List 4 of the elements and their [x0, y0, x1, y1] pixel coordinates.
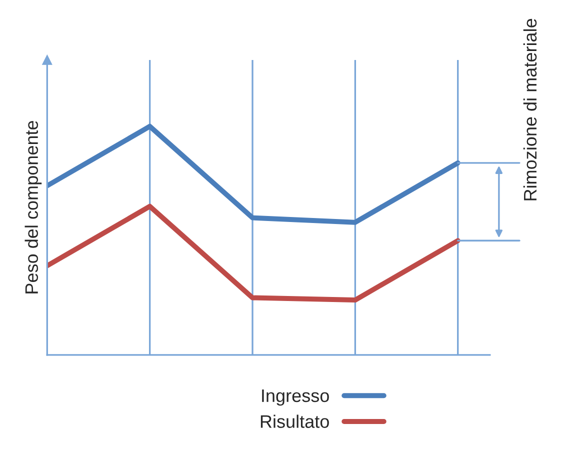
y-axis-title: Peso del componente [24, 120, 42, 294]
text: Rimozione di materiale [523, 18, 537, 200]
legend-label: Risultato [260, 414, 329, 428]
legend-label: Ingresso [262, 390, 329, 406]
